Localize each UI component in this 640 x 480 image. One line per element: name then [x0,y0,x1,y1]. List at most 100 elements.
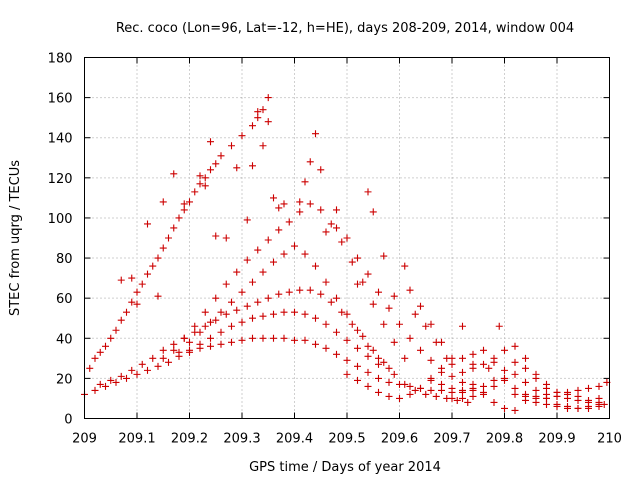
data-point [553,402,561,410]
data-point [343,234,351,242]
data-point [511,358,519,366]
data-point [123,308,130,316]
data-point [275,204,283,212]
data-point [159,198,167,206]
y-tick-label: 140 [48,132,73,147]
y-tick-label: 120 [48,172,73,187]
data-point [243,216,251,224]
data-point [564,390,571,398]
data-point [217,152,225,160]
y-tick-label: 160 [48,92,73,107]
data-point [301,178,309,186]
data-point [448,372,456,380]
data-point [348,258,356,266]
data-point [375,388,382,396]
data-point [574,404,582,412]
data-point [511,370,519,378]
data-point [154,254,162,262]
data-point [501,374,508,382]
data-point [144,366,151,374]
data-point [522,378,529,386]
data-point [107,334,115,342]
data-point [511,406,519,414]
data-point [233,164,241,172]
x-tick-label: 209 [72,432,97,447]
data-point [280,308,288,316]
data-point [201,174,209,182]
data-point [238,318,246,326]
x-tick-label: 209.6 [381,432,418,447]
data-point [112,378,120,386]
data-point [385,304,393,312]
y-tick-label: 0 [64,413,72,428]
data-point [270,310,277,318]
data-point [228,142,235,150]
data-point [312,262,319,270]
data-point [207,166,214,174]
data-point [322,278,330,286]
data-point [91,386,99,394]
data-point [175,214,183,222]
data-point [411,310,419,318]
data-point [117,316,125,324]
data-point [448,384,456,392]
data-point [501,346,508,354]
data-point [285,288,293,296]
data-point [401,262,409,270]
data-point [91,354,99,362]
data-point [159,354,167,362]
data-point [228,338,235,346]
data-point [201,322,209,330]
data-point [249,162,256,170]
data-point [212,316,220,324]
y-tick-label: 60 [56,292,73,307]
data-point [422,322,430,330]
data-point [385,392,393,400]
x-tick-labels: 209 209.1 209.2 209.3 209.4 209.5 209.6 209.7 20… [72,432,622,447]
data-point [312,340,319,348]
data-point [375,360,382,368]
data-point [427,374,435,382]
data-point [585,384,592,392]
y-tick-label: 20 [56,372,73,387]
data-point [312,314,319,322]
data-point [212,232,220,240]
data-point [259,106,267,114]
data-point [133,288,141,296]
data-point [343,356,351,364]
data-point [359,332,367,340]
data-point [354,376,361,384]
data-point [553,388,561,396]
data-point [469,386,477,394]
data-point [364,352,372,360]
data-point [359,278,367,286]
data-point [270,334,277,342]
data-point [133,370,141,378]
data-point [375,374,382,382]
data-point [291,336,298,344]
data-point [154,292,162,300]
data-point [191,188,199,196]
data-point [390,338,398,346]
axis-ticks [84,57,610,419]
data-point [543,380,550,388]
data-point [343,310,351,318]
data-point [532,392,540,400]
data-point [459,354,466,362]
data-point [317,206,325,214]
data-point [459,386,466,394]
data-point [511,390,519,398]
data-point [165,234,172,242]
data-point [212,160,220,168]
data-point [427,320,435,328]
data-point [396,380,403,388]
data-point [469,380,477,388]
data-point [228,298,235,306]
data-point [296,208,304,216]
x-tick-label: 210 [597,432,622,447]
data-point [117,276,125,284]
y-tick-label: 100 [48,212,73,227]
data-point [196,172,204,180]
data-point [144,220,151,228]
data-point [322,228,330,236]
